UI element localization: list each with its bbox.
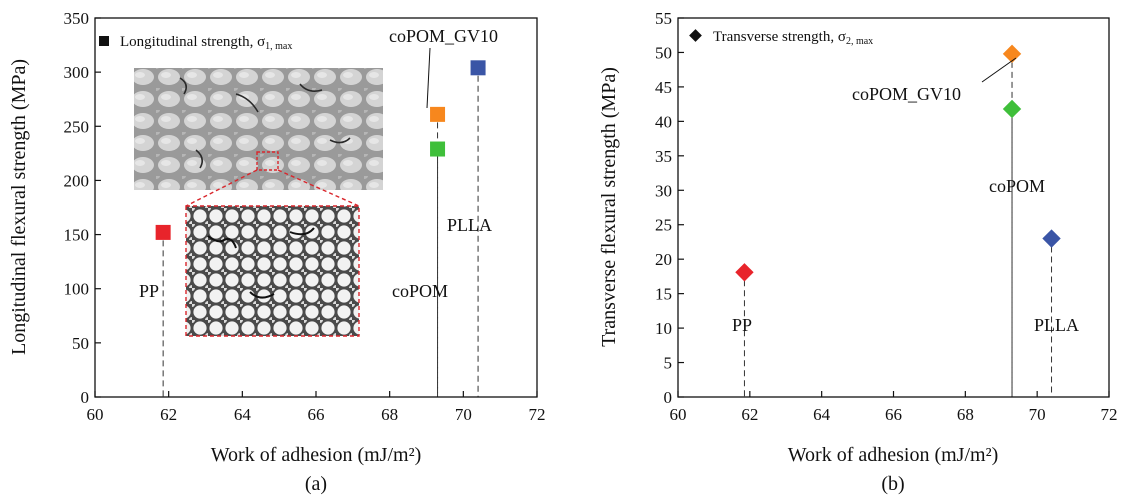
legend: Transverse strength, σ2, max: [689, 29, 873, 47]
x-tick-label: 62: [741, 405, 758, 424]
y-axis-label: Transverse flexural strength (MPa): [598, 67, 620, 347]
micrograph-zoom: [186, 206, 359, 336]
data-point-copom-gv10: [1002, 44, 1022, 64]
y-tick-label: 25: [655, 216, 672, 235]
legend-label: Longitudinal strength, σ1, max: [120, 34, 292, 52]
y-tick-label: 0: [664, 388, 673, 407]
data-point-copom-gv10: [430, 106, 446, 122]
y-tick-label: 30: [655, 181, 672, 200]
x-tick-label: 72: [529, 405, 546, 424]
label-copom-gv10: coPOM_GV10: [389, 26, 498, 46]
y-tick-label: 350: [64, 9, 90, 28]
label-copom: coPOM: [989, 176, 1045, 196]
label-copom-gv10: coPOM_GV10: [852, 84, 961, 104]
y-tick-label: 200: [64, 171, 90, 190]
label-plla: PLLA: [1034, 315, 1079, 335]
x-tick-label: 64: [813, 405, 831, 424]
label-copom: coPOM: [392, 281, 448, 301]
x-axis-label: Work of adhesion (mJ/m²): [788, 444, 998, 466]
data-point-pp: [155, 224, 171, 240]
leader-copom-gv10: [426, 47, 431, 109]
y-tick-label: 50: [655, 43, 672, 62]
zoom-region: [256, 151, 279, 171]
y-tick-label: 45: [655, 78, 672, 97]
panel-a: 60 62 64 66 68 70 72 0 50 100 150 200 250 300 350 Long…: [8, 9, 546, 495]
annotations: PP coPOM coPOM_GV10 PLLA: [139, 26, 498, 301]
y-tick-label: 5: [664, 354, 673, 373]
data-point-pp: [735, 263, 754, 282]
zoom-connector-right: [277, 169, 360, 207]
x-tick-label: 72: [1101, 405, 1118, 424]
x-tick-label: 60: [670, 405, 687, 424]
x-tick-label: 66: [308, 405, 325, 424]
y-tick-label: 250: [64, 117, 90, 136]
x-tick-label: 70: [455, 405, 472, 424]
legend-marker: [99, 36, 109, 46]
micrograph-overview: [134, 68, 383, 190]
legend: Longitudinal strength, σ1, max: [99, 34, 292, 52]
x-tick-label: 64: [234, 405, 252, 424]
y-tick-label: 20: [655, 250, 672, 269]
data-point-copom: [1002, 99, 1022, 119]
data-point-copom: [430, 141, 446, 157]
x-tick-label: 70: [1029, 405, 1046, 424]
x-tick-label: 60: [87, 405, 104, 424]
x-tick-label: 68: [957, 405, 974, 424]
y-tick-label: 150: [64, 226, 90, 245]
micrograph-zoom-frame: [185, 205, 360, 337]
caption-a: (a): [305, 473, 327, 495]
caption-b: (b): [881, 473, 904, 495]
y-axis-label: Longitudinal flexural strength (MPa): [8, 59, 30, 355]
y-tick-label: 15: [655, 285, 672, 304]
annotations: PP coPOM coPOM_GV10 PLLA: [732, 57, 1079, 335]
x-tick-label: 62: [160, 405, 177, 424]
data-point-plla: [470, 60, 486, 76]
y-tick-label: 100: [64, 280, 90, 299]
y-tick-label: 55: [655, 9, 672, 28]
legend-label: Transverse strength, σ2, max: [713, 29, 873, 47]
label-pp: PP: [732, 315, 752, 335]
micrograph-inset: [134, 68, 383, 337]
label-plla: PLLA: [447, 215, 492, 235]
plot-area-frame: [677, 17, 1110, 398]
micrograph-zoom-cracks: [207, 227, 315, 299]
panel-b: 60 62 64 66 68 70 72 0 5 10 15 20 25 30 35 40 45 50 55 Tra…: [598, 9, 1118, 495]
y-tick-label: 40: [655, 112, 672, 131]
zoom-connector-left: [185, 169, 258, 207]
label-pp: PP: [139, 281, 159, 301]
leader-copom-gv10: [981, 57, 1017, 83]
y-tick-label: 300: [64, 63, 90, 82]
x-axis-label: Work of adhesion (mJ/m²): [211, 444, 421, 466]
micrograph-cracks: [179, 77, 351, 169]
x-tick-label: 68: [381, 405, 398, 424]
data-point-plla: [1042, 229, 1061, 248]
x-tick-label: 66: [885, 405, 902, 424]
legend-marker: [689, 29, 702, 42]
y-tick-label: 50: [72, 334, 89, 353]
y-tick-label: 35: [655, 147, 672, 166]
y-tick-label: 0: [81, 388, 90, 407]
y-tick-label: 10: [655, 319, 672, 338]
